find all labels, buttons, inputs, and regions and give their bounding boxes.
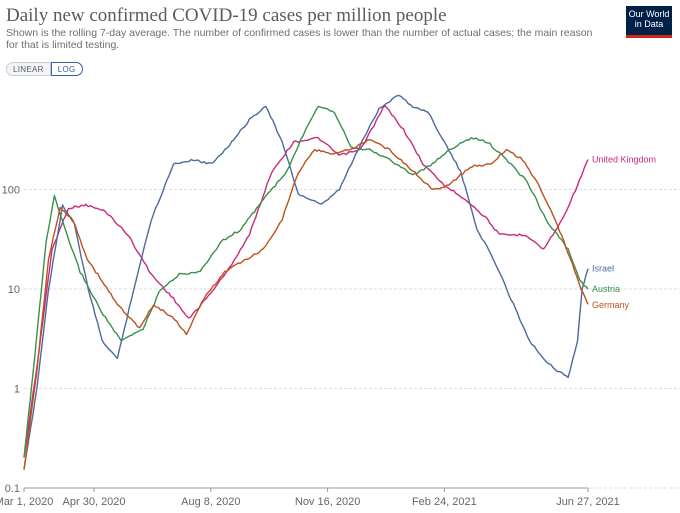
log-scale-button[interactable]: LOG (50, 62, 83, 76)
y-axis-ticks: 0.1 1 10 100 (2, 185, 20, 496)
series-line-austria (23, 105, 589, 458)
logo-line-2: in Data (634, 19, 664, 29)
series-line-israel (23, 94, 589, 470)
owid-logo[interactable]: Our World in Data (626, 6, 672, 38)
scale-toggle: LINEAR LOG (6, 62, 83, 76)
series-lines (23, 94, 589, 470)
y-tick-label: 1 (14, 384, 20, 396)
x-tick-label: Apr 30, 2020 (63, 496, 126, 508)
series-line-united-kingdom (23, 104, 589, 458)
series-labels: United Kingdom Israel Austria Germany (592, 155, 656, 310)
chart-title: Daily new confirmed COVID-19 cases per m… (6, 5, 447, 26)
chart-subtitle: Shown is the rolling 7-day average. The … (6, 27, 593, 51)
x-tick-label: Mar 1, 2020 (0, 496, 53, 508)
linear-scale-button[interactable]: LINEAR (6, 62, 51, 76)
x-tick-label: Jun 27, 2021 (556, 496, 620, 508)
series-label-israel: Israel (592, 264, 614, 274)
series-label-germany: Germany (592, 300, 630, 310)
y-tick-label: 0.1 (5, 483, 20, 495)
series-line-germany (23, 139, 589, 470)
x-tick-label: Nov 16, 2020 (295, 496, 360, 508)
y-tick-label: 100 (2, 185, 20, 197)
x-axis-ticks: Mar 1, 2020 Apr 30, 2020 Aug 8, 2020 Nov 16… (0, 487, 620, 508)
x-tick-label: Aug 8, 2020 (181, 496, 240, 508)
y-tick-label: 10 (8, 284, 20, 296)
series-label-united-kingdom: United Kingdom (592, 155, 656, 165)
x-tick-label: Feb 24, 2021 (412, 496, 477, 508)
series-label-austria: Austria (592, 284, 620, 294)
logo-line-1: Our World (628, 9, 670, 19)
